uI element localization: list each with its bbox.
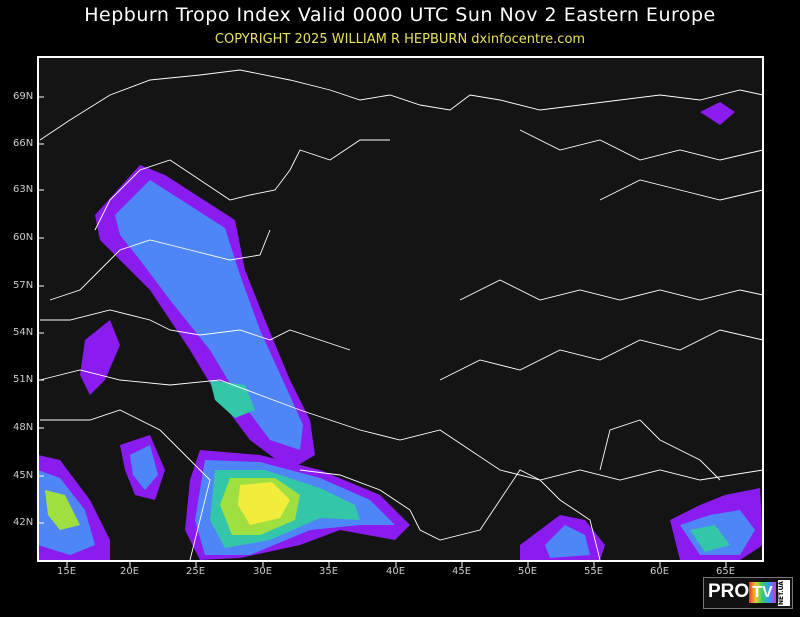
- duct-zone-elevated: [210, 380, 255, 418]
- longitude-label: 40E: [386, 566, 406, 577]
- duct-zone-moderate: [115, 180, 303, 450]
- latitude-label: 57N: [13, 280, 34, 291]
- duct-zone-low: [80, 320, 120, 395]
- duct-zone-high: [45, 490, 80, 530]
- longitude-label: 65E: [716, 566, 736, 577]
- latitude-label: 48N: [13, 422, 34, 433]
- map-frame: [37, 56, 764, 562]
- latitude-label: 51N: [13, 374, 34, 385]
- latitude-label: 45N: [13, 470, 34, 481]
- longitude-label: 45E: [452, 566, 472, 577]
- logo-pro: PRO: [708, 581, 750, 602]
- latitude-label: 60N: [13, 232, 34, 243]
- longitude-label: 30E: [253, 566, 273, 577]
- protv-watermark-logo: PRO TV NET.UA: [703, 577, 793, 609]
- latitude-label: 69N: [13, 91, 34, 102]
- longitude-label: 25E: [186, 566, 206, 577]
- longitude-label: 15E: [57, 566, 77, 577]
- longitude-label: 20E: [120, 566, 140, 577]
- duct-zone-low: [700, 102, 735, 125]
- duct-zone-very-high: [238, 482, 290, 525]
- coastlines-and-borders: [39, 69, 764, 561]
- logo-tv-icon: TV: [749, 582, 776, 603]
- duct-zone-moderate: [130, 445, 158, 490]
- duct-zone-elevated: [690, 525, 730, 552]
- map-title: Hepburn Tropo Index Valid 0000 UTC Sun N…: [84, 4, 716, 26]
- latitude-label: 42N: [13, 517, 34, 528]
- longitude-label: 35E: [319, 566, 339, 577]
- latitude-label: 54N: [13, 327, 34, 338]
- longitude-label: 50E: [518, 566, 538, 577]
- tropo-index-overlay: [38, 102, 763, 560]
- longitude-label: 60E: [650, 566, 670, 577]
- longitude-label: 55E: [584, 566, 604, 577]
- logo-net-ua: NET.UA: [778, 580, 790, 606]
- copyright-line: COPYRIGHT 2025 WILLIAM R HEPBURN dxinfoc…: [214, 32, 586, 47]
- duct-zone-moderate: [545, 525, 590, 558]
- latitude-label: 63N: [13, 184, 34, 195]
- latitude-label: 66N: [13, 138, 34, 149]
